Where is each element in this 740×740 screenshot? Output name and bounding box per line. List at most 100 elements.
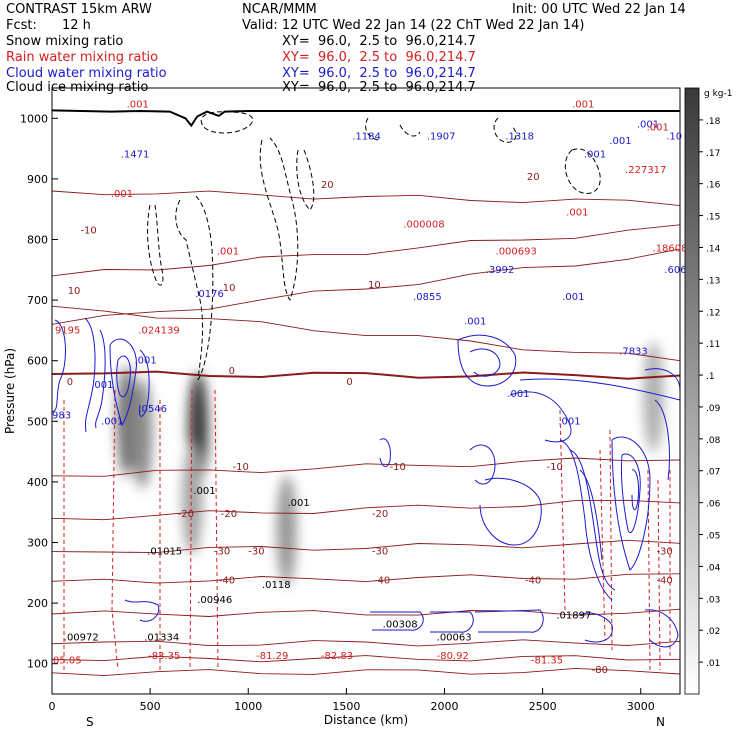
maximum-label: .0118	[262, 580, 291, 591]
temperature-label: -10	[547, 462, 563, 473]
maximum-label: -83.35	[148, 651, 180, 662]
cloud-ice-contour	[200, 111, 254, 134]
plot-frame	[51, 87, 681, 695]
maximum-label: .0176	[195, 289, 224, 300]
xy-cloud-water: XY= 96.0, 2.5 to 96.0,214.7	[282, 66, 476, 81]
maximum-label: .000008	[403, 219, 444, 230]
temperature-contour	[52, 224, 680, 277]
maximum-label: .606	[664, 265, 686, 276]
temperature-label: 10	[223, 283, 236, 294]
maximum-label: .000693	[496, 247, 537, 258]
maximum-label: .001	[558, 416, 580, 427]
x-tick-label: 2500	[529, 700, 557, 713]
maximum-label: .001	[572, 99, 594, 110]
colorbar-tick-label: .14	[706, 244, 721, 254]
snow-shading-layer	[116, 342, 664, 586]
y-tick-label: 400	[27, 476, 48, 489]
temperature-label: -10	[390, 462, 406, 473]
org-label: NCAR/MMM	[242, 2, 317, 17]
maximum-label: .001	[464, 316, 486, 327]
maximum-label: .0855	[413, 292, 442, 303]
maximum-label: .001	[584, 150, 606, 161]
maximum-label: .001	[562, 292, 584, 303]
cloud-ice-contour	[493, 117, 517, 143]
colorbar: g kg-1 .01.02.03.04.05.06.07.08.09.1.11.…	[684, 87, 732, 695]
north-label: N	[656, 715, 665, 729]
colorbar-tick-label: .11	[706, 340, 720, 350]
y-tick-label: 700	[27, 294, 48, 307]
colorbar-tick-label: .03	[706, 595, 720, 605]
maximum-label: 983	[52, 410, 71, 421]
field-cloud-ice: Cloud ice mixing ratio	[6, 80, 149, 95]
colorbar-tick-label: .17	[706, 149, 720, 159]
maximum-label: 9195	[55, 325, 80, 336]
cloud-ice-contour	[147, 204, 164, 286]
maximum-label: .186087	[653, 244, 694, 255]
maximum-label: .01015	[147, 547, 182, 558]
rain-water-contours	[63, 389, 671, 671]
temperature-label: 10	[68, 286, 81, 297]
temperature-contour	[52, 639, 680, 647]
temperature-contour	[52, 457, 680, 477]
maximum-label: .227317	[625, 165, 666, 176]
temperature-label: 20	[527, 172, 540, 183]
x-tick-label: 1500	[332, 700, 360, 713]
maximum-label: .001	[217, 247, 239, 258]
temperature-label: -20	[221, 509, 237, 520]
cloud-ice-contour	[259, 137, 299, 302]
maximum-label: .001	[111, 189, 133, 200]
maximum-label: -81.35	[531, 656, 563, 667]
temperature-label: -40	[656, 576, 672, 587]
x-tick-label: 3000	[627, 700, 655, 713]
valid-time: Valid: 12 UTC Wed 22 Jan 14 (22 ChT Wed …	[242, 18, 585, 33]
xy-cloud-ice: XY= 96.0, 2.5 to 96.0,214.7	[282, 80, 476, 95]
temperature-contour-layer	[52, 109, 680, 677]
axes-layer: 0 500 1000 1500 2000 2500 30001002003004005006…	[3, 112, 665, 729]
cloud-ice-contour	[175, 194, 214, 381]
maximum-label: -82.83	[321, 651, 353, 662]
maximum-label: .1907	[427, 132, 456, 143]
y-tick-label: 300	[27, 537, 48, 550]
fcst-value: 12 h	[62, 18, 91, 33]
y-tick-label: 900	[27, 173, 48, 186]
colorbar-tick-label: .15	[706, 213, 720, 223]
maximum-label: .001	[609, 136, 631, 147]
temperature-contour	[52, 190, 680, 207]
cloud-ice-contour	[296, 149, 315, 211]
x-tick-label: 2000	[431, 700, 459, 713]
temperature-contour	[52, 248, 680, 325]
colorbar-tick-label: .07	[706, 468, 720, 478]
temperature-contour	[52, 499, 680, 521]
temperature-label: -20	[372, 509, 388, 520]
maximum-label: .001	[566, 207, 588, 218]
y-axis-label: Pressure (hPa)	[3, 348, 17, 434]
colorbar-tick-label: .04	[706, 563, 721, 573]
maximum-label: .00063	[437, 633, 472, 644]
temperature-label: -10	[233, 462, 249, 473]
snow-maximum	[132, 378, 153, 489]
temperature-label: -40	[374, 576, 390, 587]
temperature-contour	[52, 655, 680, 663]
maximum-label: .00972	[64, 633, 99, 644]
maximum-label: .01334	[144, 633, 179, 644]
field-snow: Snow mixing ratio	[6, 34, 124, 49]
snow-maximum	[116, 366, 137, 477]
south-label: S	[86, 715, 94, 729]
maximum-label: .001	[637, 119, 659, 130]
colorbar-tick-label: .16	[706, 181, 721, 191]
colorbar-tick-label: .09	[706, 404, 721, 414]
field-rain: Rain water mixing ratio	[6, 50, 159, 65]
x-tick-label: 500	[140, 700, 161, 713]
hydrometeor-contour-layer	[52, 111, 680, 671]
colorbar-tick-label: .1	[706, 372, 715, 382]
maximum-label: -81.29	[256, 651, 288, 662]
maximum-label: .001	[288, 498, 310, 509]
y-tick-label: 1000	[20, 112, 48, 125]
colorbar-tick-label: .18	[706, 117, 721, 127]
fcst-label: Fcst:	[6, 18, 37, 33]
field-cloud-water: Cloud water mixing ratio	[6, 66, 167, 81]
temperature-label: -40	[219, 576, 235, 587]
y-tick-label: 500	[27, 415, 48, 428]
snow-maximum	[182, 445, 203, 556]
colorbar-tick-label: .01	[706, 659, 720, 669]
